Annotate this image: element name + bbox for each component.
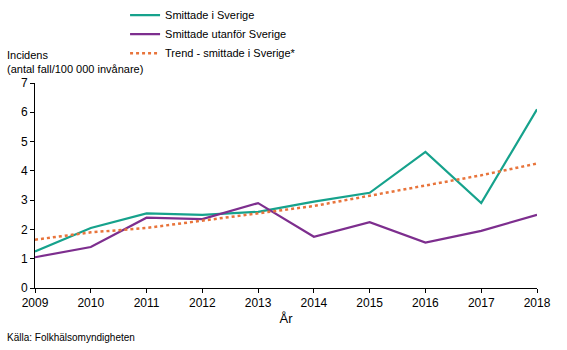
svg-text:2016: 2016 (412, 296, 439, 310)
svg-text:2: 2 (21, 223, 28, 237)
svg-text:Incidens(antal fall/100 000 in: Incidens(antal fall/100 000 invånare) (7, 49, 143, 75)
svg-text:2011: 2011 (134, 296, 160, 310)
svg-text:Källa: Folkhälsomyndigheten: Källa: Folkhälsomyndigheten (7, 332, 135, 343)
svg-text:2009: 2009 (22, 296, 49, 310)
svg-text:3: 3 (21, 193, 28, 207)
svg-text:2013: 2013 (245, 296, 272, 310)
svg-text:7: 7 (21, 76, 28, 90)
svg-text:2018: 2018 (524, 296, 551, 310)
svg-text:Trend - smittade i Sverige*: Trend - smittade i Sverige* (165, 47, 296, 59)
svg-text:4: 4 (21, 164, 28, 178)
svg-text:0: 0 (21, 281, 28, 295)
svg-text:2014: 2014 (301, 296, 328, 310)
svg-text:2012: 2012 (189, 296, 216, 310)
svg-text:2017: 2017 (468, 296, 495, 310)
svg-text:Smittade i Sverige: Smittade i Sverige (165, 9, 254, 21)
svg-text:6: 6 (21, 105, 28, 119)
svg-text:År: År (280, 311, 294, 326)
svg-text:2010: 2010 (77, 296, 104, 310)
svg-text:5: 5 (21, 135, 28, 149)
svg-text:2015: 2015 (356, 296, 383, 310)
svg-text:Smittade utanför Sverige: Smittade utanför Sverige (165, 28, 286, 40)
svg-text:1: 1 (21, 252, 28, 266)
